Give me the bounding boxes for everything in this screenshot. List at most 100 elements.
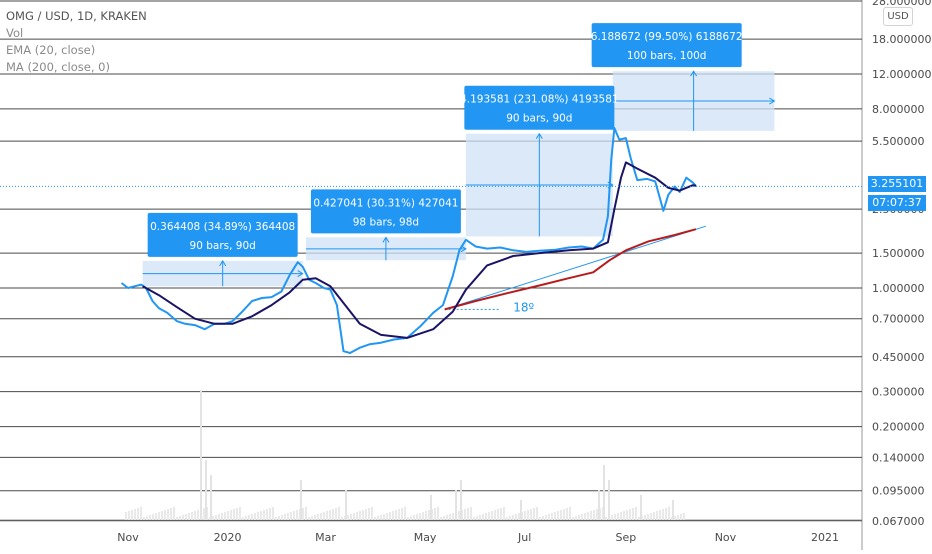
volume-bar bbox=[662, 509, 664, 520]
volume-bar bbox=[300, 480, 302, 520]
volume-bar bbox=[551, 513, 553, 520]
volume-bar bbox=[647, 514, 649, 520]
volume-bar bbox=[626, 510, 628, 520]
volume-bar bbox=[520, 500, 522, 520]
volume-bar bbox=[380, 515, 382, 520]
volume-bar bbox=[341, 517, 343, 520]
ema-20-line bbox=[142, 161, 697, 339]
ma-200-line bbox=[444, 228, 697, 311]
volume-bar bbox=[584, 513, 586, 520]
volume-bar bbox=[230, 510, 232, 520]
volume-bar bbox=[404, 507, 406, 520]
measure-label-box bbox=[310, 189, 461, 234]
volume-bar bbox=[398, 509, 400, 520]
volume-bar bbox=[460, 480, 462, 520]
legend-volume[interactable]: Vol bbox=[6, 26, 24, 40]
volume-bar bbox=[362, 510, 364, 520]
volume-bar bbox=[512, 515, 514, 520]
y-tick-label: 1.000000 bbox=[872, 282, 925, 295]
volume-bar bbox=[629, 509, 631, 520]
volume-bar bbox=[320, 513, 322, 520]
measure-label-value: 0.364408 (34.89%) 364408 bbox=[150, 221, 295, 233]
volume-bar bbox=[581, 514, 583, 520]
y-tick-label: 0.700000 bbox=[872, 313, 925, 326]
volume-bar bbox=[248, 515, 250, 520]
volume-bar bbox=[383, 514, 385, 520]
measure-label-bars: 100 bars, 100d bbox=[627, 50, 707, 62]
volume-bar bbox=[506, 517, 508, 520]
volume-bar bbox=[464, 509, 466, 520]
volume-bar bbox=[200, 390, 202, 520]
volume-bar bbox=[377, 516, 379, 520]
volume-bar bbox=[236, 508, 238, 520]
volume-bar bbox=[485, 513, 487, 520]
volume-bar bbox=[210, 475, 212, 520]
y-tick-label: 0.067000 bbox=[872, 515, 925, 528]
volume-bar bbox=[374, 517, 376, 520]
volume-bar bbox=[356, 512, 358, 520]
volume-bar bbox=[323, 512, 325, 520]
volume-bar bbox=[131, 510, 133, 520]
volume-bar bbox=[566, 508, 568, 520]
volume-bar bbox=[434, 508, 436, 520]
measure-label-value: 6.188672 (99.50%) 6188672 bbox=[591, 31, 743, 43]
measure-label-box bbox=[464, 85, 615, 130]
volume-bar bbox=[440, 517, 442, 520]
currency-scale-button[interactable]: USD bbox=[883, 7, 913, 26]
volume-bar bbox=[158, 512, 160, 520]
trend-angle-label: 18º bbox=[513, 301, 534, 315]
volume-bar bbox=[269, 508, 271, 520]
volume-bar bbox=[239, 507, 241, 520]
volume-bar bbox=[419, 513, 421, 520]
volume-bar bbox=[212, 516, 214, 520]
volume-bar bbox=[515, 514, 517, 520]
measure-label-box bbox=[591, 23, 742, 68]
volume-bar bbox=[164, 510, 166, 520]
volume-bar bbox=[548, 514, 550, 520]
volume-bar bbox=[260, 511, 262, 520]
volume-bar bbox=[527, 510, 529, 520]
volume-bar bbox=[176, 517, 178, 520]
volume-bar bbox=[326, 511, 328, 520]
volume-bar bbox=[542, 516, 544, 520]
volume-bar bbox=[614, 514, 616, 520]
volume-bar bbox=[389, 512, 391, 520]
volume-bar bbox=[278, 516, 280, 520]
volume-bar bbox=[329, 510, 331, 520]
y-tick-label: 5.500000 bbox=[872, 135, 925, 148]
volume-bar bbox=[407, 517, 409, 520]
volume-bar bbox=[677, 515, 679, 520]
volume-bar bbox=[449, 514, 451, 520]
y-tick-label: 0.095000 bbox=[872, 485, 925, 498]
x-tick-label: Nov bbox=[117, 531, 139, 544]
volume-bar bbox=[596, 509, 598, 520]
volume-bar bbox=[482, 514, 484, 520]
y-tick-label: 0.450000 bbox=[872, 351, 925, 364]
volume-bar bbox=[416, 514, 418, 520]
volume-bar bbox=[227, 511, 229, 520]
volume-bar bbox=[317, 514, 319, 520]
volume-bar bbox=[146, 516, 148, 520]
volume-bar bbox=[155, 513, 157, 520]
legend-symbol[interactable]: OMG / USD, 1D, KRAKEN bbox=[6, 9, 147, 23]
volume-bar bbox=[302, 508, 304, 520]
volume-bar bbox=[179, 516, 181, 520]
volume-bar bbox=[430, 495, 432, 520]
x-tick-label: 2020 bbox=[214, 531, 242, 544]
volume-bar bbox=[672, 500, 674, 520]
measure-arrowhead bbox=[535, 132, 543, 139]
volume-bar bbox=[605, 517, 607, 520]
volume-bar bbox=[575, 516, 577, 520]
volume-bar bbox=[128, 511, 130, 520]
volume-bar bbox=[632, 508, 634, 520]
legend-ma[interactable]: MA (200, close, 0) bbox=[6, 60, 110, 74]
volume-bar bbox=[254, 513, 256, 520]
volume-bar bbox=[497, 509, 499, 520]
volume-bar bbox=[509, 516, 511, 520]
volume-bar bbox=[401, 508, 403, 520]
volume-bar bbox=[488, 512, 490, 520]
legend-ema[interactable]: EMA (20, close) bbox=[6, 43, 96, 57]
volume-bar bbox=[167, 509, 169, 520]
